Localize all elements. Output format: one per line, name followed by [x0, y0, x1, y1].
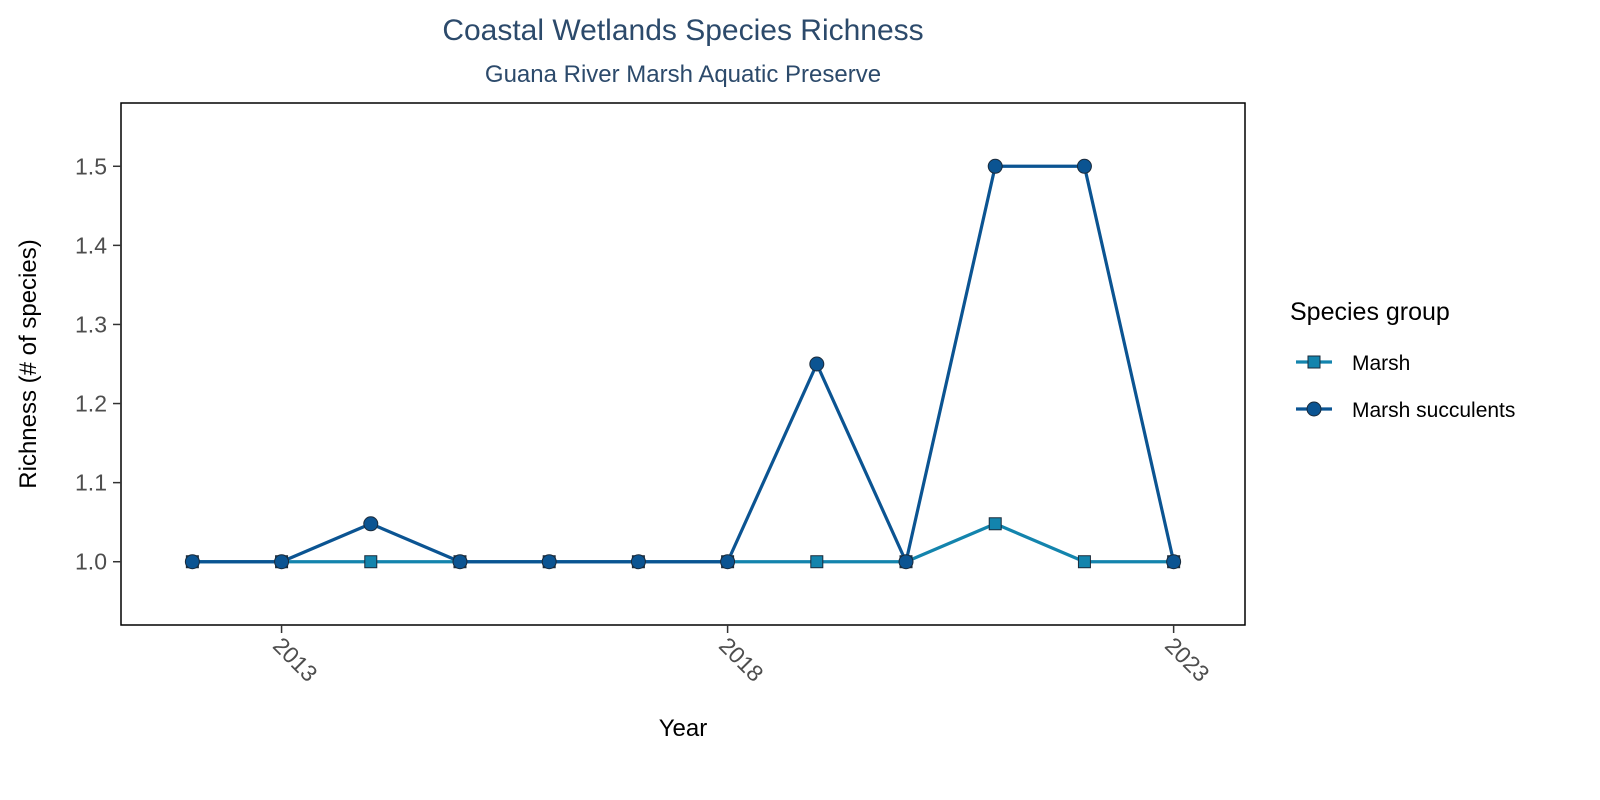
- data-point: [541, 554, 557, 570]
- series-layer: [184, 158, 1182, 570]
- data-point: [988, 517, 1002, 531]
- y-axis-title: Richness (# of species): [15, 239, 42, 488]
- data-point: [452, 554, 468, 570]
- data-point: [810, 555, 824, 569]
- legend-key-marker: [1306, 401, 1322, 417]
- data-point: [987, 158, 1003, 174]
- y-tick-label: 1.0: [75, 549, 107, 575]
- x-axis: 2013 2018 2023: [268, 625, 1215, 687]
- y-axis: 1.0 1.1 1.2 1.3 1.4 1.5: [75, 153, 121, 575]
- data-point: [898, 554, 914, 570]
- x-axis-title: Year: [659, 715, 708, 742]
- data-point: [630, 554, 646, 570]
- data-point: [363, 516, 379, 532]
- y-tick-label: 1.4: [75, 232, 107, 258]
- series-marsh-succulents: [184, 158, 1182, 570]
- data-point: [184, 554, 200, 570]
- data-point: [1077, 555, 1091, 569]
- data-point: [1076, 158, 1092, 174]
- legend-item: Marsh: [1296, 352, 1410, 375]
- data-point: [1166, 554, 1182, 570]
- data-point: [274, 554, 290, 570]
- legend-items: Marsh Marsh succulents: [1296, 352, 1515, 422]
- legend-label: Marsh succulents: [1352, 399, 1515, 422]
- x-tick-label: 2013: [268, 632, 323, 687]
- y-tick-label: 1.3: [75, 311, 107, 337]
- legend-title: Species group: [1290, 298, 1450, 326]
- y-tick-label: 1.1: [75, 470, 107, 496]
- data-point: [364, 555, 378, 569]
- plot-panel: [120, 102, 1246, 626]
- chart-subtitle: Guana River Marsh Aquatic Preserve: [485, 61, 881, 88]
- x-tick-label: 2023: [1160, 632, 1215, 687]
- y-tick-label: 1.5: [75, 153, 107, 179]
- legend: Species group Marsh Marsh succulents: [1290, 298, 1515, 422]
- legend-item: Marsh succulents: [1296, 399, 1515, 422]
- data-point: [809, 356, 825, 372]
- data-point: [720, 554, 736, 570]
- legend-label: Marsh: [1352, 352, 1410, 375]
- y-tick-label: 1.2: [75, 391, 107, 417]
- series-line: [192, 164, 1176, 564]
- x-tick-label: 2018: [714, 632, 769, 687]
- chart-title: Coastal Wetlands Species Richness: [442, 14, 923, 47]
- legend-key-marker: [1307, 355, 1321, 369]
